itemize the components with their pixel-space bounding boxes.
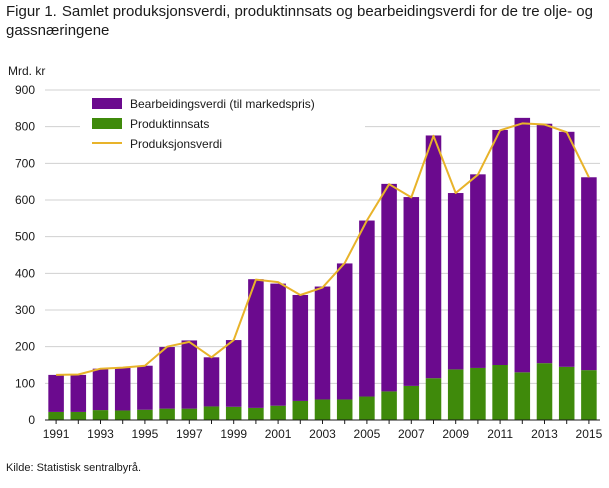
x-tick-label-2013: 2013 — [531, 427, 558, 441]
x-tick-label-1991: 1991 — [43, 427, 70, 441]
legend-background — [80, 94, 365, 158]
bar-produktinnsats-1991 — [48, 411, 64, 420]
bar-bearbeidingsverdi-2003 — [314, 286, 331, 400]
bar-produktinnsats-1993 — [92, 410, 109, 420]
bar-produktinnsats-2002 — [292, 400, 309, 420]
bar-bearbeidingsverdi-2005 — [359, 220, 375, 397]
bar-bearbeidingsverdi-1993 — [92, 368, 109, 411]
y-tick-label-900: 900 — [15, 83, 35, 97]
bar-produktinnsats-2011 — [492, 365, 508, 420]
bar-produktinnsats-2007 — [403, 385, 420, 420]
bar-bearbeidingsverdi-2007 — [403, 197, 420, 386]
figure-number: Figur 1. — [6, 3, 57, 20]
bar-bearbeidingsverdi-2013 — [536, 123, 553, 364]
bars — [48, 117, 597, 420]
bar-bearbeidingsverdi-2006 — [381, 183, 397, 392]
x-tick-label-2007: 2007 — [398, 427, 425, 441]
bar-bearbeidingsverdi-1998 — [203, 357, 220, 407]
production-value-line — [56, 122, 590, 376]
bar-produktinnsats-2003 — [314, 399, 331, 420]
x-tick-label-2009: 2009 — [442, 427, 469, 441]
legend-label-bearbeidingsverdi: Bearbeidingsverdi (til markedspris) — [130, 97, 315, 111]
y-axis-ticks: 0 100 200 300 400 500 600 700 800 900 — [15, 83, 35, 427]
y-tick-label-0: 0 — [28, 413, 35, 427]
bar-produktinnsats-1995 — [137, 409, 153, 420]
x-tick-label-2005: 2005 — [354, 427, 381, 441]
bar-bearbeidingsverdi-1991 — [48, 374, 64, 412]
y-tick-label-800: 800 — [15, 120, 35, 134]
x-tick-label-1993: 1993 — [87, 427, 114, 441]
y-tick-label-400: 400 — [15, 266, 35, 280]
bar-produktinnsats-2014 — [558, 366, 575, 420]
bar-produktinnsats-1992 — [70, 411, 87, 420]
bar-bearbeidingsverdi-1999 — [225, 340, 242, 407]
figure-title-text: Samlet produksjonsverdi, produktinnsats … — [6, 3, 593, 39]
legend-swatch-bearbeidingsverdi — [92, 98, 122, 109]
y-tick-label-100: 100 — [15, 376, 35, 390]
bar-bearbeidingsverdi-1995 — [137, 365, 153, 410]
x-tick-label-2011: 2011 — [487, 427, 513, 441]
bar-produktinnsats-1997 — [181, 408, 198, 420]
bar-bearbeidingsverdi-1992 — [70, 374, 87, 412]
bar-produktinnsats-2009 — [447, 369, 464, 420]
bar-bearbeidingsverdi-1997 — [181, 340, 198, 409]
bar-bearbeidingsverdi-1994 — [114, 367, 131, 411]
y-axis-unit-label: Mrd. kr — [8, 64, 45, 78]
bar-bearbeidingsverdi-2008 — [425, 135, 442, 379]
bar-produktinnsats-2012 — [514, 372, 531, 420]
x-axis-ticks: 1991 1993 1995 1997 1999 2001 2003 2005 2007 2009… — [43, 420, 603, 441]
bar-produktinnsats-1994 — [114, 410, 131, 420]
bar-produktinnsats-2006 — [381, 391, 397, 420]
figure-title: Figur 1. Samlet produksjonsverdi, produkt… — [6, 2, 596, 40]
line-produksjonsverdi — [56, 122, 590, 376]
bar-produktinnsats-2013 — [536, 363, 553, 420]
bar-bearbeidingsverdi-2012 — [514, 117, 531, 373]
bar-bearbeidingsverdi-2015 — [581, 177, 597, 371]
source-note: Kilde: Statistisk sentralbyrå. — [6, 462, 142, 474]
bar-produktinnsats-1998 — [203, 406, 220, 420]
x-tick-label-2003: 2003 — [309, 427, 336, 441]
bar-produktinnsats-2000 — [248, 407, 264, 420]
bar-produktinnsats-2005 — [359, 396, 375, 420]
x-tick-label-1997: 1997 — [176, 427, 203, 441]
bar-produktinnsats-1999 — [225, 406, 242, 420]
bar-bearbeidingsverdi-2010 — [470, 174, 486, 368]
y-tick-label-600: 600 — [15, 193, 35, 207]
x-tick-label-2001: 2001 — [265, 427, 292, 441]
y-tick-label-200: 200 — [15, 340, 35, 354]
bar-bearbeidingsverdi-2014 — [558, 131, 575, 367]
bar-produktinnsats-1996 — [159, 408, 175, 420]
legend-label-produktinnsats: Produktinnsats — [130, 117, 209, 131]
bar-produktinnsats-2010 — [470, 367, 486, 420]
bar-produktinnsats-2015 — [581, 370, 597, 420]
bar-bearbeidingsverdi-2009 — [447, 193, 464, 370]
bar-bearbeidingsverdi-1996 — [159, 347, 175, 409]
legend: Bearbeidingsverdi (til markedspris) Prod… — [80, 94, 365, 158]
y-tick-label-300: 300 — [15, 303, 35, 317]
bar-produktinnsats-2001 — [270, 405, 286, 420]
legend-label-produksjonsverdi: Produksjonsverdi — [130, 137, 222, 151]
bar-produktinnsats-2004 — [336, 399, 353, 420]
x-tick-label-1999: 1999 — [220, 427, 247, 441]
y-tick-label-700: 700 — [15, 156, 35, 170]
bar-bearbeidingsverdi-2002 — [292, 294, 309, 401]
x-tick-label-2015: 2015 — [576, 427, 603, 441]
bar-bearbeidingsverdi-2000 — [248, 279, 264, 408]
bar-bearbeidingsverdi-2001 — [270, 283, 286, 406]
bar-produktinnsats-2008 — [425, 378, 442, 420]
bar-bearbeidingsverdi-2004 — [336, 263, 353, 400]
x-tick-label-1995: 1995 — [132, 427, 159, 441]
y-tick-label-500: 500 — [15, 230, 35, 244]
bar-bearbeidingsverdi-2011 — [492, 129, 508, 365]
legend-swatch-produktinnsats — [92, 118, 122, 129]
